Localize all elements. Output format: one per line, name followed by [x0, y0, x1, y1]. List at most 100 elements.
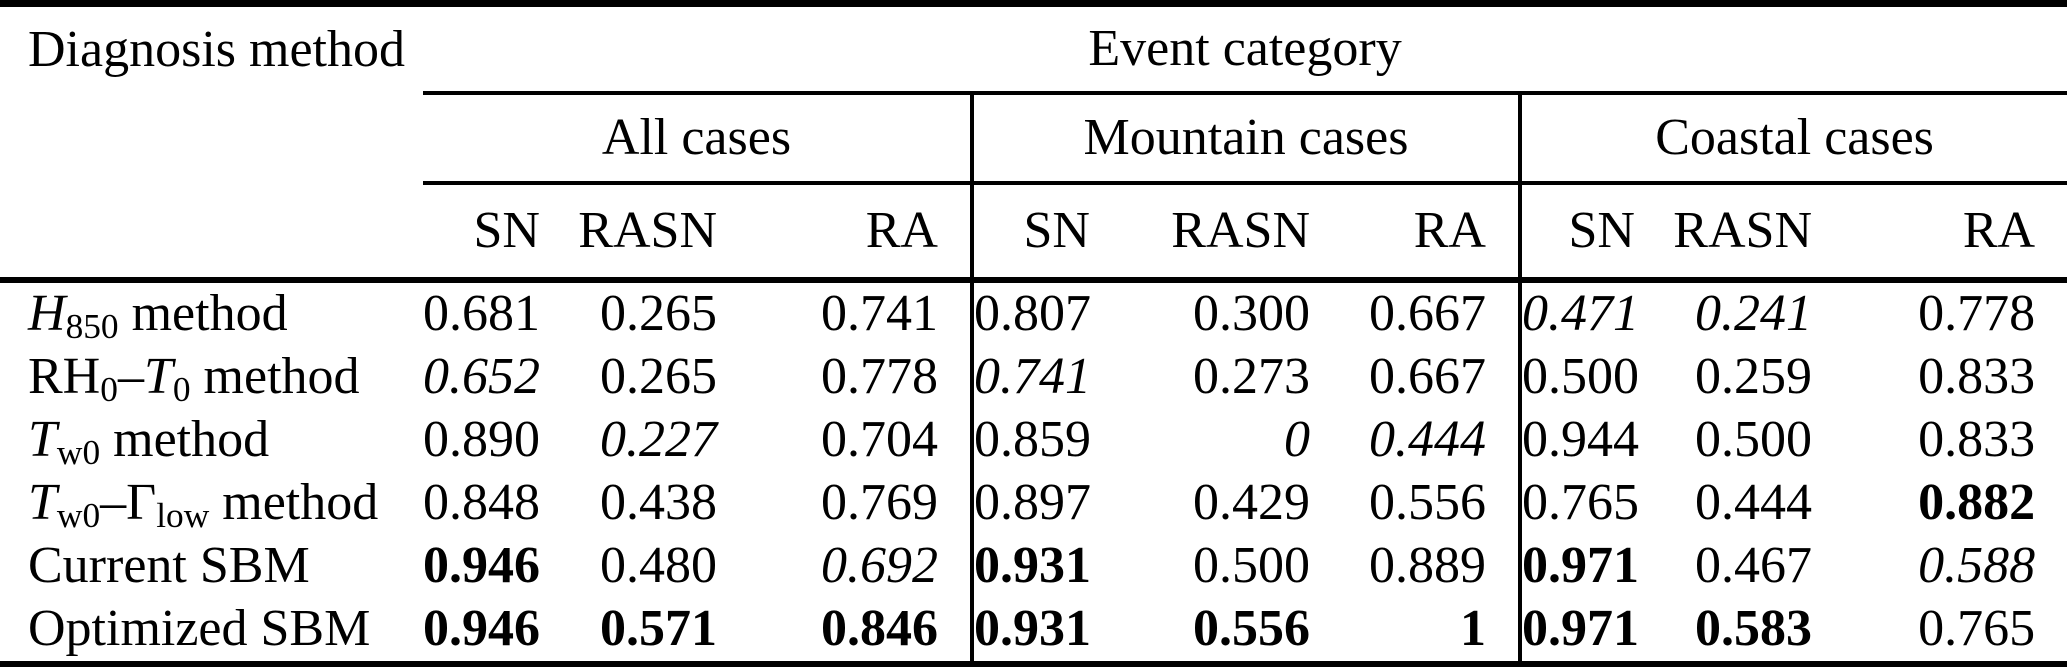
value-cell: 0.889 [1369, 537, 1486, 595]
value-cell: 0.946 [423, 598, 572, 667]
value-cell: 0.944 [1518, 409, 1667, 472]
label-text: RH [28, 348, 101, 406]
value-cell: 0.931 [970, 598, 1122, 667]
label-text: method [190, 348, 360, 406]
value-cell: 0.807 [970, 280, 1122, 346]
value-cell: 0.846 [749, 598, 972, 667]
value-cell: 0.971 [1518, 535, 1667, 598]
group-header-all-cases: All cases [423, 93, 972, 185]
value-cell: 0.588 [1918, 537, 2036, 595]
value-cell: 0.769 [821, 474, 938, 532]
label-text: method [118, 285, 288, 343]
col-header-coastal-rasn: RASN [1667, 183, 1844, 283]
table-row-optimized-sbm: Optimized SBM 0.946 0.571 0.846 0.931 0.… [0, 598, 2067, 667]
value-cell: 0.931 [970, 535, 1122, 598]
row-label: Tw0–Γlow method [0, 472, 423, 535]
col-header-all-sn: SN [423, 183, 572, 283]
value-cell: 0.946 [423, 537, 540, 595]
header-row-metrics: SN RASN RA SN RASN RA SN RASN RA [0, 183, 2067, 283]
label-text: T [143, 348, 173, 406]
label-subscript: low [156, 494, 210, 535]
value-cell: 0.444 [1369, 411, 1486, 469]
value-cell: 0.265 [600, 285, 717, 343]
value-cell: 0.652 [423, 348, 540, 406]
value-cell: 0 [1284, 411, 1310, 469]
label-text: Current SBM [28, 537, 310, 595]
value-cell: 0.667 [1369, 348, 1486, 406]
spacer-cell [0, 93, 423, 183]
label-text: – [117, 348, 144, 406]
col-header-mountain-sn: SN [970, 183, 1122, 283]
table-row-current-sbm: Current SBM 0.946 0.480 0.692 0.931 0.50… [0, 535, 2067, 598]
value-cell: 0.704 [821, 411, 938, 469]
value-cell: 0.848 [423, 474, 540, 532]
label-subscript: w0 [56, 431, 101, 472]
value-cell: 0.897 [970, 472, 1122, 535]
label-text: T [28, 411, 57, 469]
value-cell: 0.667 [1369, 285, 1486, 343]
value-cell: 0.429 [1193, 474, 1310, 532]
value-cell: 0.438 [600, 474, 717, 532]
span-header-event-category: Event category [423, 0, 2067, 95]
table-row-tw0-method: Tw0 method 0.890 0.227 0.704 0.859 0 0.4… [0, 409, 2067, 472]
group-header-mountain-cases: Mountain cases [970, 93, 1520, 185]
header-row-top: Diagnosis method Event category [0, 0, 2067, 95]
group-header-coastal-cases: Coastal cases [1517, 93, 2067, 185]
table-row-rh0-t0-method: RH0–T0 method 0.652 0.265 0.778 0.741 0.… [0, 346, 2067, 409]
value-cell: 0.681 [423, 285, 540, 343]
row-label: Optimized SBM [0, 598, 423, 667]
value-cell: 0.300 [1193, 285, 1310, 343]
value-cell: 0.692 [821, 537, 938, 595]
value-cell: 0.833 [1918, 411, 2036, 469]
label-text: T [28, 474, 57, 532]
row-label: RH0–T0 method [0, 346, 423, 409]
value-cell: 0.227 [600, 411, 717, 469]
col-header-coastal-sn: SN [1518, 183, 1667, 283]
value-cell: 0.741 [970, 346, 1122, 409]
row-label: Current SBM [0, 535, 423, 598]
value-cell: 0.971 [1518, 598, 1667, 667]
table-row-tw0-gamma-low-method: Tw0–Γlow method 0.848 0.438 0.769 0.897 … [0, 472, 2067, 535]
value-cell: 0.859 [970, 409, 1122, 472]
value-cell: 0.259 [1695, 348, 1812, 406]
value-cell: 0.500 [1518, 346, 1667, 409]
value-cell: 0.444 [1695, 474, 1812, 532]
col-header-coastal-ra: RA [1844, 183, 2067, 283]
corner-header-diagnosis-method: Diagnosis method [0, 0, 423, 93]
value-cell: 0.765 [1518, 472, 1667, 535]
label-subscript: 0 [100, 368, 118, 409]
value-cell: 0.778 [821, 348, 938, 406]
label-subscript: 850 [65, 305, 119, 346]
row-label: Tw0 method [0, 409, 423, 472]
value-cell: 0.833 [1918, 348, 2036, 406]
value-cell: 0.571 [572, 598, 749, 667]
row-label: H850 method [0, 280, 423, 346]
value-cell: 0.890 [423, 411, 540, 469]
label-text: method [100, 411, 270, 469]
value-cell: 0.882 [1918, 474, 2036, 532]
value-cell: 0.556 [1369, 474, 1486, 532]
col-header-mountain-rasn: RASN [1122, 183, 1342, 283]
header-row-groups: All cases Mountain cases Coastal cases [0, 93, 2067, 185]
col-header-all-rasn: RASN [572, 183, 749, 283]
table-row-h850-method: H850 method 0.681 0.265 0.741 0.807 0.30… [0, 280, 2067, 346]
value-cell: 0.765 [1844, 598, 2067, 667]
value-cell: 0.471 [1518, 280, 1667, 346]
value-cell: 0.778 [1918, 285, 2036, 343]
label-text: method [209, 474, 379, 532]
label-text: –Γ [100, 474, 157, 532]
value-cell: 0.556 [1122, 598, 1342, 667]
label-subscript: w0 [56, 494, 101, 535]
label-text: H [28, 285, 66, 343]
value-cell: 0.583 [1667, 598, 1844, 667]
spacer-cell [0, 183, 423, 283]
label-subscript: 0 [172, 368, 191, 409]
value-cell: 0.241 [1695, 285, 1812, 343]
value-cell: 1 [1342, 598, 1520, 667]
value-cell: 0.467 [1695, 537, 1812, 595]
value-cell: 0.500 [1193, 537, 1310, 595]
label-text: Optimized SBM [28, 600, 371, 658]
value-cell: 0.273 [1193, 348, 1310, 406]
col-header-all-ra: RA [749, 183, 972, 283]
